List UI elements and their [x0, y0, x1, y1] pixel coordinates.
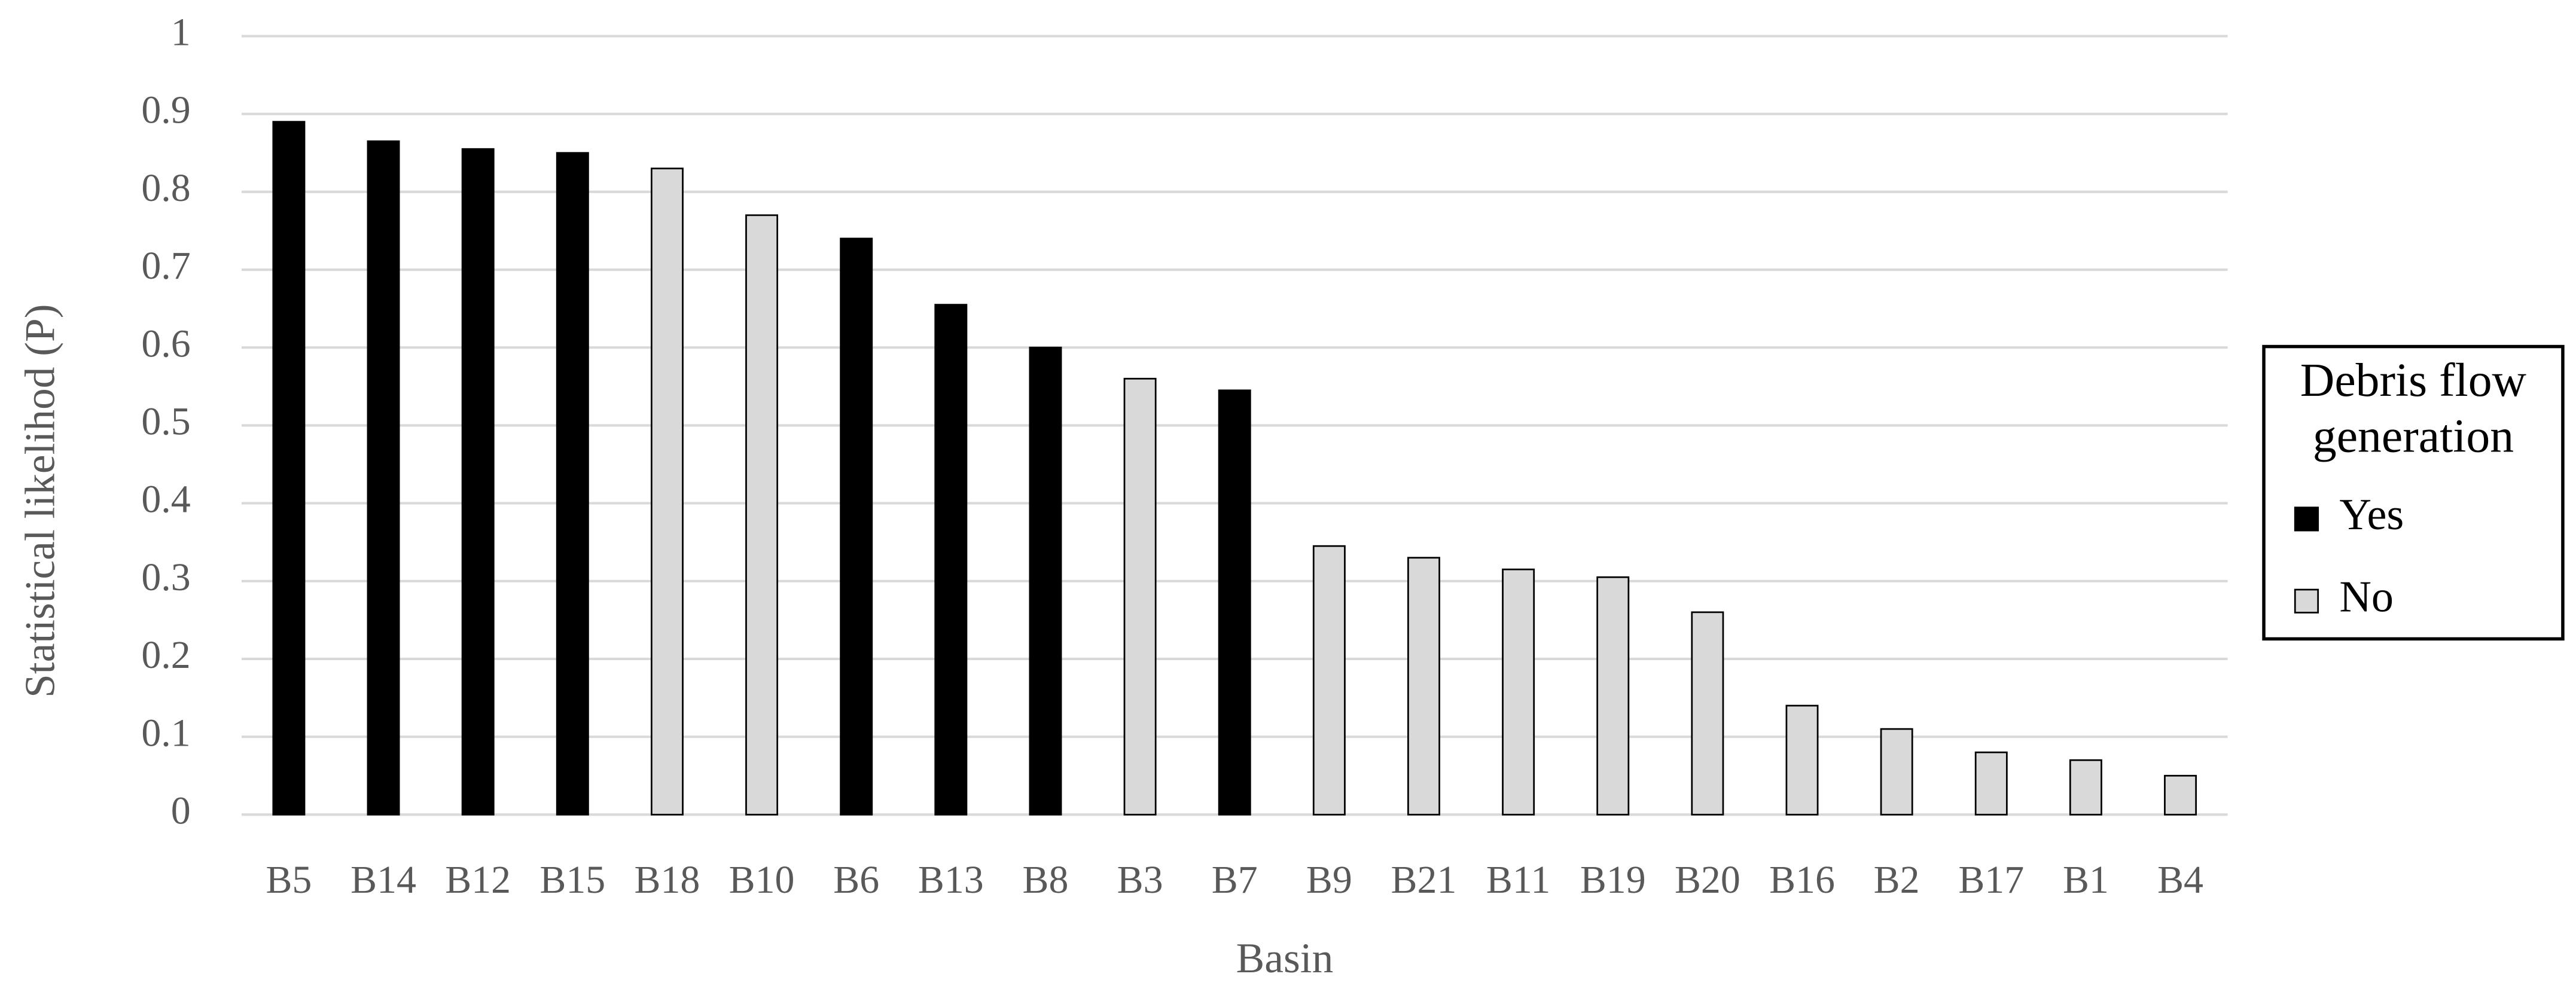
bar — [1785, 704, 1819, 816]
y-tick-label: 0 — [171, 789, 191, 832]
legend-swatch — [2294, 588, 2319, 613]
bar — [840, 237, 873, 816]
x-tick-label: B7 — [1212, 858, 1258, 902]
x-tick-label: B11 — [1486, 858, 1550, 902]
y-tick-label: 0.6 — [141, 322, 190, 365]
x-tick-label: B16 — [1769, 858, 1835, 902]
x-tick-label: B13 — [918, 858, 984, 902]
x-tick-label: B15 — [539, 858, 605, 902]
y-tick-label: 1 — [171, 11, 191, 54]
y-tick-label: 0.2 — [141, 633, 190, 677]
y-axis-title: Statistical likelihod (P) — [17, 304, 64, 698]
x-tick-label: B10 — [729, 858, 795, 902]
y-tick-label: 0.5 — [141, 400, 190, 444]
bar — [1218, 389, 1251, 816]
x-tick-label: B19 — [1580, 858, 1646, 902]
x-tick-label: B9 — [1306, 858, 1352, 902]
x-axis-title: Basin — [1236, 935, 1334, 982]
bar — [745, 214, 779, 816]
legend-title-box: Debris flow generation — [2300, 355, 2527, 463]
x-tick-label: B21 — [1391, 858, 1457, 902]
bar — [1407, 557, 1440, 816]
x-tick-label: B14 — [350, 858, 416, 902]
bar — [556, 152, 589, 816]
bar — [1312, 545, 1346, 816]
y-tick-label: 0.9 — [141, 88, 190, 132]
x-tick-label: B18 — [635, 858, 700, 902]
y-tick-label: 0.4 — [141, 478, 190, 521]
bar — [934, 304, 968, 816]
legend-label: Yes — [2339, 490, 2404, 539]
x-tick-label: B17 — [1958, 858, 2024, 902]
bar — [1596, 576, 1630, 816]
bar — [461, 148, 495, 816]
bar — [1029, 346, 1062, 816]
bar — [1974, 751, 2008, 816]
bar — [1502, 568, 1535, 816]
x-tick-label: B8 — [1023, 858, 1069, 902]
legend-swatch — [2294, 506, 2319, 532]
y-tick-label: 0.3 — [141, 555, 190, 599]
bar — [1880, 728, 1913, 816]
bar — [272, 121, 306, 816]
bar — [1123, 377, 1157, 816]
legend-label: No — [2339, 572, 2394, 621]
y-tick-label: 0.8 — [141, 166, 190, 210]
x-tick-label: B5 — [266, 858, 312, 902]
x-tick-label: B2 — [1874, 858, 1920, 902]
x-tick-label: B1 — [2063, 858, 2109, 902]
legend-title: Debris flow generation — [2300, 355, 2527, 463]
x-tick-label: B3 — [1117, 858, 1163, 902]
x-tick-label: B6 — [833, 858, 879, 902]
bar — [650, 167, 684, 816]
y-tick-label: 0.7 — [141, 244, 190, 288]
y-tick-label: 0.1 — [141, 711, 190, 755]
bar — [2164, 774, 2197, 816]
bar — [367, 140, 400, 816]
bar — [2069, 759, 2102, 816]
x-tick-label: B20 — [1675, 858, 1740, 902]
x-tick-label: B4 — [2157, 858, 2203, 902]
bar — [1691, 611, 1724, 816]
x-tick-label: B12 — [445, 858, 511, 902]
